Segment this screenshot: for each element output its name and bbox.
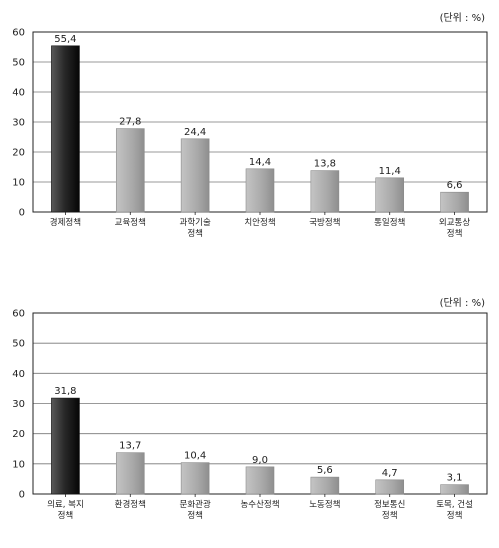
bar: [245, 466, 275, 495]
category-label: 환경정책: [115, 499, 146, 510]
category-label: 정책: [58, 510, 74, 521]
y-tick-label: 20: [12, 148, 25, 159]
bar: [51, 397, 80, 495]
category-label: 문화관광: [180, 499, 211, 510]
y-tick-label: 60: [12, 309, 25, 320]
category-label: 정책: [187, 510, 203, 521]
bar: [115, 128, 145, 213]
y-tick-label: 30: [12, 399, 25, 410]
y-tick-label: 10: [12, 178, 25, 189]
category-label: 외교통상: [439, 217, 470, 228]
y-tick-label: 50: [12, 339, 25, 350]
category-label: 통일정책: [374, 217, 405, 228]
y-tick-label: 40: [12, 369, 25, 380]
bar: [440, 484, 469, 495]
chart-bottom: (단위 : %) 0 10 20 30 40 50 60 31,8 의료, 복지 정책 13,7 환경…: [0, 282, 499, 548]
category-label: 교육정책: [115, 217, 146, 228]
category-label: 치안정책: [244, 217, 275, 228]
bar: [440, 191, 469, 213]
value-label: 11,4: [379, 166, 401, 177]
bar: [375, 479, 405, 495]
category-label: 농수산정책: [240, 499, 279, 510]
category-label: 과학기술: [180, 217, 211, 228]
value-label: 6,6: [447, 180, 463, 191]
bar: [51, 45, 80, 213]
category-label: 정책: [447, 228, 463, 239]
value-label: 10,4: [184, 451, 206, 462]
value-label: 4,7: [382, 468, 398, 479]
y-tick-label: 50: [12, 58, 25, 69]
value-label: 31,8: [54, 386, 76, 397]
unit-label: (단위 : %): [439, 13, 485, 24]
value-label: 55,4: [54, 34, 76, 45]
bar: [180, 138, 210, 213]
y-tick-label: 40: [12, 88, 25, 99]
y-tick-label: 30: [12, 118, 25, 129]
category-label: 노동정책: [309, 499, 340, 510]
value-label: 14,4: [249, 157, 271, 168]
chart-top: (단위 : %) 0 10 20 30 40 50 60 55,4 경제정책 27,8 교육정책 24…: [0, 0, 499, 260]
unit-label: (단위 : %): [439, 298, 485, 309]
bar: [180, 462, 210, 495]
value-label: 24,4: [184, 127, 206, 138]
value-label: 13,7: [119, 441, 141, 452]
category-label: 토목, 건설: [436, 499, 473, 510]
bar: [310, 476, 340, 495]
y-tick-label: 20: [12, 429, 25, 440]
y-tick-label: 0: [19, 490, 25, 501]
category-label: 정책: [382, 510, 398, 521]
bar: [245, 168, 275, 213]
value-label: 13,8: [314, 159, 336, 170]
value-label: 27,8: [119, 117, 141, 128]
y-tick-label: 60: [12, 28, 25, 39]
y-tick-label: 10: [12, 459, 25, 470]
category-label: 정책: [447, 510, 463, 521]
category-label: 국방정책: [309, 217, 340, 228]
category-label: 정보통신: [374, 499, 405, 510]
value-label: 5,6: [317, 465, 333, 476]
value-label: 3,1: [447, 473, 463, 484]
value-label: 9,0: [252, 455, 268, 466]
y-tick-label: 0: [19, 208, 25, 219]
category-label: 경제정책: [50, 217, 81, 228]
bar-chart-svg: 010203040506055,4경제정책27,8교육정책24,4과학기술정책1…: [12, 28, 488, 239]
bar: [310, 170, 340, 213]
category-label: 의료, 복지: [47, 499, 84, 510]
category-label: 정책: [187, 228, 203, 239]
bar: [375, 177, 405, 213]
bar: [115, 452, 145, 495]
